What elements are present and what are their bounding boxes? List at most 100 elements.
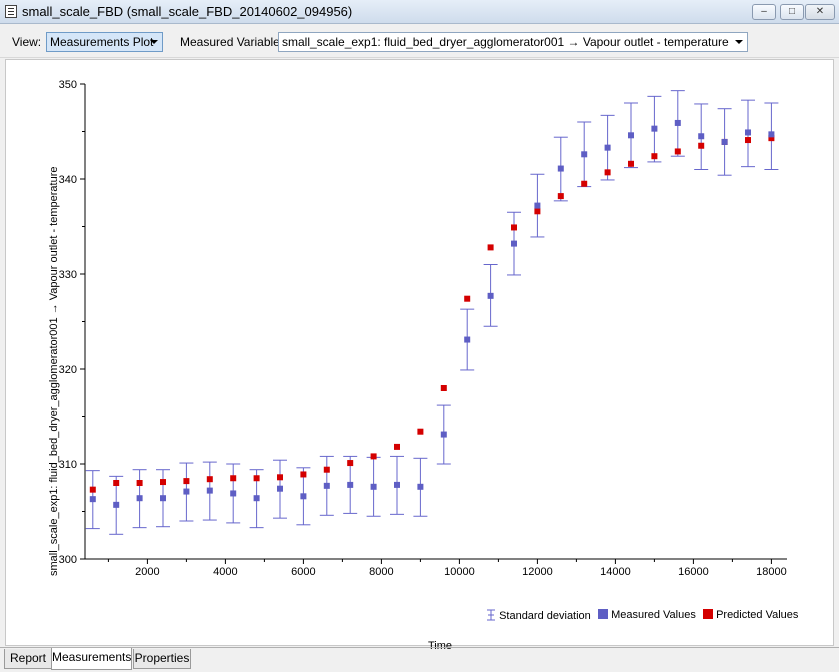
predicted-point (323, 466, 330, 473)
predicted-point (417, 428, 424, 435)
predicted-point (277, 474, 283, 481)
plot-panel: 300 310 320 330 340 350 2000 4000 6000 8000 10000 1… (5, 59, 834, 652)
predicted-point (206, 476, 213, 483)
predicted-point (511, 224, 517, 231)
measured-point (651, 125, 658, 132)
measured-point (487, 292, 494, 299)
predicted-point (464, 295, 471, 302)
y-tick-label: 340 (59, 174, 77, 186)
y-tick-label: 310 (59, 459, 77, 471)
maximize-button[interactable]: □ (780, 4, 804, 20)
x-tick-label: 10000 (444, 566, 475, 578)
predicted-point (253, 475, 260, 482)
predicted-swatch-icon (703, 609, 713, 619)
measured-point (557, 165, 564, 172)
view-select[interactable]: Measurements Plot (46, 32, 163, 52)
predicted-point (534, 208, 541, 215)
y-axis-label: small_scale_exp1: fluid_bed_dryer_agglom… (48, 166, 60, 576)
x-tick-label: 8000 (369, 566, 393, 578)
x-tick-label: 4000 (213, 566, 237, 578)
x-tick-label: 2000 (135, 566, 159, 578)
tab-report[interactable]: Report (4, 649, 52, 669)
measured-point (89, 496, 96, 503)
measured-variable-label: Measured Variable: (180, 35, 284, 49)
predicted-point (557, 193, 564, 200)
measured-point (230, 490, 237, 497)
measured-point (347, 481, 354, 488)
predicted-point (604, 169, 611, 176)
predicted-point (300, 471, 307, 478)
y-tick-label: 320 (59, 364, 77, 376)
predicted-point (113, 480, 120, 486)
measured-variable-select[interactable]: small_scale_exp1: fluid_bed_dryer_agglom… (278, 32, 748, 52)
measured-point (323, 482, 330, 489)
minimize-button[interactable]: – (752, 4, 776, 20)
measured-swatch-icon (598, 609, 608, 619)
x-axis-label: Time (427, 640, 453, 652)
view-label: View: (12, 35, 42, 49)
legend-measured-label: Measured Values (611, 609, 696, 621)
predicted-point (370, 453, 377, 460)
predicted-point (487, 244, 494, 251)
predicted-point (745, 137, 751, 144)
measured-point (160, 495, 166, 502)
measured-point (370, 483, 377, 490)
measured-point (206, 487, 213, 494)
chevron-down-icon (150, 40, 158, 44)
measured-point (674, 119, 681, 126)
measured-point (534, 202, 541, 209)
measured-point (183, 488, 190, 495)
tab-bar: Report Measurements Properties (0, 647, 839, 672)
predicted-point (581, 180, 588, 187)
measured-point (113, 501, 120, 508)
predicted-point (183, 478, 190, 485)
measured-point (417, 483, 424, 490)
legend-predicted: Predicted Values (703, 609, 798, 621)
close-button[interactable]: ✕ (805, 4, 835, 20)
measured-point (721, 138, 728, 145)
measured-point (698, 133, 705, 140)
measured-point (511, 240, 517, 247)
predicted-point (89, 486, 96, 493)
measured-point (136, 495, 143, 502)
predicted-point (698, 142, 705, 149)
measured-point (768, 131, 775, 138)
predicted-point (347, 460, 354, 467)
measured-point (464, 336, 471, 343)
window-icon (5, 5, 17, 18)
measured-point (581, 151, 588, 158)
measured-variable-value: small_scale_exp1: fluid_bed_dryer_agglom… (282, 35, 729, 49)
predicted-point (230, 475, 237, 482)
legend-predicted-label: Predicted Values (716, 609, 799, 621)
legend-measured: Measured Values (598, 609, 696, 621)
measured-point (745, 129, 751, 136)
x-tick-label: 16000 (678, 566, 709, 578)
toolbar: View: Measurements Plot Measured Variabl… (0, 24, 839, 58)
title-bar: small_scale_FBD (small_scale_FBD_2014060… (0, 0, 839, 24)
tab-measurements[interactable]: Measurements (51, 648, 132, 670)
measured-point (277, 485, 283, 492)
y-tick-label: 350 (59, 79, 77, 91)
measured-point (394, 481, 400, 488)
x-tick-label: 18000 (756, 566, 787, 578)
tab-properties[interactable]: Properties (133, 649, 191, 669)
predicted-point (440, 385, 447, 391)
legend-std: Standard deviation (486, 609, 591, 622)
predicted-point (136, 480, 143, 486)
measurements-chart: 300 310 320 330 340 350 2000 4000 6000 8000 10000 1… (59, 79, 787, 578)
x-tick-label: 12000 (522, 566, 553, 578)
predicted-point (394, 443, 400, 450)
x-tick-label: 6000 (291, 566, 315, 578)
legend-std-label: Standard deviation (499, 610, 591, 622)
predicted-point (651, 153, 658, 160)
y-tick-label: 300 (59, 554, 77, 566)
view-select-value: Measurements Plot (50, 35, 154, 49)
predicted-point (628, 160, 634, 167)
window-title: small_scale_FBD (small_scale_FBD_2014060… (22, 4, 353, 19)
measured-point (253, 495, 260, 502)
measured-point (440, 431, 447, 438)
predicted-point (160, 479, 166, 486)
measured-point (300, 493, 307, 500)
x-tick-label: 14000 (600, 566, 631, 578)
error-bar-legend-icon (487, 609, 495, 621)
